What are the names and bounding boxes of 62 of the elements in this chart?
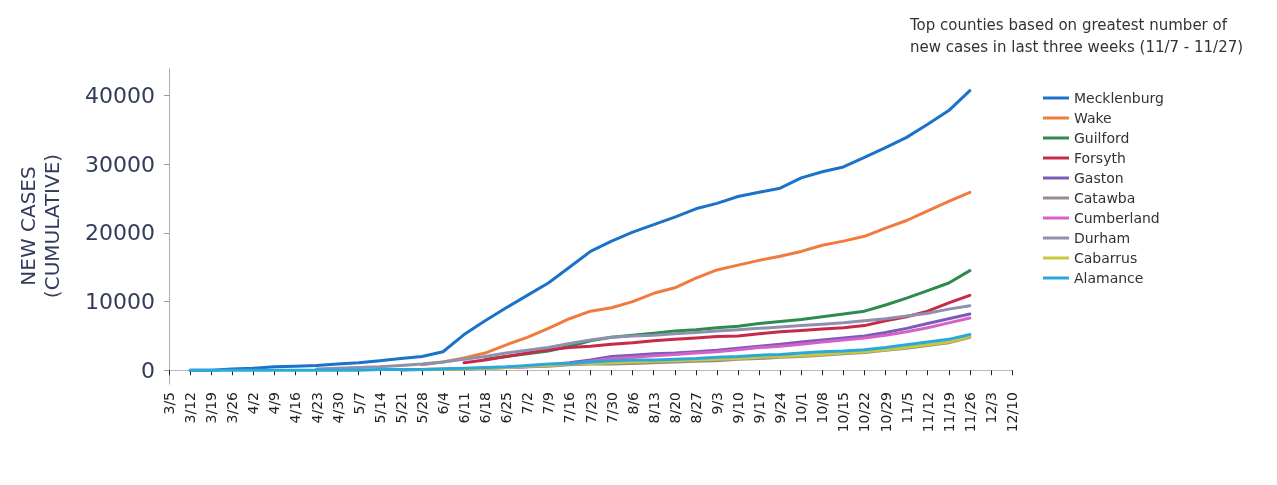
x-tick-label: 7/16 xyxy=(561,391,578,424)
x-tick-label: 10/29 xyxy=(877,392,894,433)
x-tick-label: 7/2 xyxy=(519,392,536,415)
line-series xyxy=(188,333,972,372)
x-tick-label: 11/26 xyxy=(961,391,978,433)
y-axis-title: NEW CASES (CUMULATIVE) xyxy=(16,153,64,299)
x-tick-label: 8/27 xyxy=(687,392,704,424)
y-tick-label: 40000 xyxy=(85,82,155,108)
legend-label: Guilford xyxy=(1073,130,1130,146)
x-tick-label: 6/25 xyxy=(498,392,515,424)
x-tick-label: 7/23 xyxy=(582,392,599,424)
x-tick-label: 11/12 xyxy=(919,392,936,433)
line-series xyxy=(420,190,972,367)
x-tick-label: 6/18 xyxy=(477,392,494,424)
x-tick-label: 9/10 xyxy=(730,392,747,424)
x-tick-label: 10/1 xyxy=(793,392,810,424)
x-tick-label: 10/22 xyxy=(856,392,873,433)
x-tick-label: 4/30 xyxy=(329,392,346,424)
x-tick-label: 8/13 xyxy=(645,392,662,424)
legend-label: Durham xyxy=(1073,230,1131,246)
y-tick-label: 30000 xyxy=(85,151,155,177)
x-tick-label: 4/9 xyxy=(266,392,283,415)
y-tick-label: 0 xyxy=(141,357,155,383)
x-tick-label: 12/10 xyxy=(1004,392,1020,433)
x-tick-label: 9/17 xyxy=(751,392,768,424)
legend-label: Cabarrus xyxy=(1073,250,1138,266)
x-tick-label: 3/12 xyxy=(182,392,199,424)
legend-label: Forsyth xyxy=(1073,150,1126,166)
x-tick-label: 4/16 xyxy=(287,391,304,424)
x-tick-label: 9/3 xyxy=(708,392,725,415)
x-tick-label: 9/24 xyxy=(772,391,789,424)
y-tick-label: 10000 xyxy=(85,289,155,315)
x-tick-label: 8/6 xyxy=(624,391,641,415)
legend-label: Alamance xyxy=(1073,270,1144,286)
legend-label: Catawba xyxy=(1073,190,1136,206)
x-tick-label: 4/23 xyxy=(308,392,325,424)
x-tick-label: 3/19 xyxy=(203,392,220,424)
legend-label: Wake xyxy=(1073,110,1112,126)
x-tick-label: 6/4 xyxy=(434,391,451,415)
x-tick-label: 3/5 xyxy=(161,392,177,415)
x-tick-label: 11/5 xyxy=(898,392,915,424)
x-tick-label: 3/26 xyxy=(224,391,241,424)
x-tick-label: 10/15 xyxy=(835,392,852,433)
line-series xyxy=(462,293,972,365)
x-tick-label: 4/2 xyxy=(245,392,262,415)
x-tick-label: 5/28 xyxy=(413,392,430,424)
line-series xyxy=(315,304,972,371)
x-tick-label: 5/14 xyxy=(371,391,388,424)
y-tick-label: 20000 xyxy=(85,220,155,246)
x-tick-label: 6/11 xyxy=(456,392,473,424)
legend-label: Gaston xyxy=(1073,170,1124,186)
legend-label: Mecklenburg xyxy=(1073,90,1164,106)
x-tick-label: 12/3 xyxy=(982,392,999,424)
x-tick-label: 5/7 xyxy=(350,392,367,415)
x-tick-label: 5/21 xyxy=(392,392,409,424)
legend-label: Cumberland xyxy=(1073,210,1160,226)
x-tick-label: 10/8 xyxy=(814,392,831,424)
x-tick-label: 7/30 xyxy=(603,392,620,424)
x-tick-label: 7/9 xyxy=(540,392,557,415)
x-tick-label: 8/20 xyxy=(666,392,683,424)
legend-title: Top counties based on greatest number of new cases in last three weeks (11/7 - 11/27) xyxy=(909,16,1244,56)
x-tick-label: 11/19 xyxy=(940,392,957,433)
